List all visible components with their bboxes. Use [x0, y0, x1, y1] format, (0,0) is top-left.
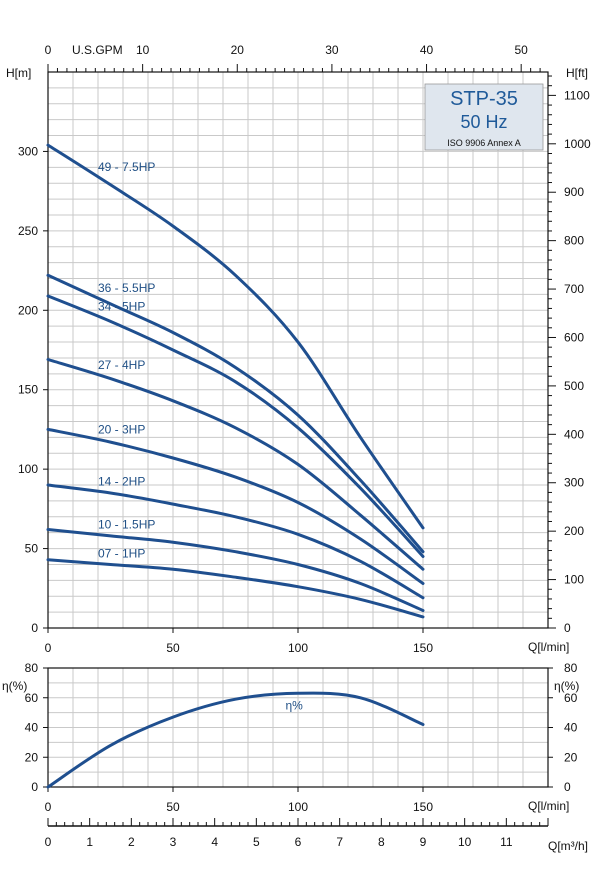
test-standard: ISO 9906 Annex A: [447, 138, 521, 148]
eff-y-tick-label: 20: [25, 750, 39, 764]
curve-label-27: 27 - 4HP: [98, 358, 145, 372]
curve-label-14: 14 - 2HP: [98, 474, 145, 488]
eff-x-tick-label: 150: [413, 800, 433, 814]
m3h-tick-label: 6: [295, 835, 302, 849]
curve-label-49: 49 - 7.5HP: [98, 160, 155, 174]
y-tick-label-ft: 0: [564, 621, 571, 635]
x-axis-title-lmin: Q[l/min]: [528, 640, 569, 654]
eff-y-tick-label: 80: [25, 661, 39, 675]
y-tick-label-m: 100: [18, 462, 38, 476]
eff-y-tick-label-right: 40: [564, 721, 578, 735]
head-curve-49: [46, 143, 425, 530]
eff-y-tick-label-right: 60: [564, 691, 578, 705]
curve-label-34: 34 - 5HP: [98, 299, 145, 313]
x-tick-label-gpm: 0: [45, 43, 52, 57]
m3h-tick-label: 2: [128, 835, 135, 849]
model-info-box: STP-35 50 Hz ISO 9906 Annex A: [424, 83, 544, 151]
head-curve-07: [46, 558, 425, 619]
x-tick-label-gpm: 10: [136, 43, 150, 57]
model-frequency: 50 Hz: [460, 112, 507, 132]
eff-y-tick-label-right: 0: [564, 780, 571, 794]
m3h-tick-label: 10: [458, 835, 472, 849]
y-axis-title-ft: H[ft]: [566, 66, 588, 80]
eff-y-axis-title-right: η(%): [554, 679, 579, 693]
y-tick-label-m: 50: [25, 542, 39, 556]
y-tick-label-m: 300: [18, 144, 38, 158]
x-tick-label-lmin: 100: [288, 641, 308, 655]
m3h-tick-label: 5: [253, 835, 260, 849]
efficiency-curves: [46, 691, 425, 789]
y-tick-label-ft: 200: [564, 524, 584, 538]
x-tick-label-gpm: 20: [231, 43, 245, 57]
m3h-axis-title: Q[m³/h]: [548, 839, 588, 853]
y-tick-label-ft: 1000: [564, 137, 591, 151]
efficiency-curve-label: η%: [286, 699, 304, 713]
efficiency-curve: [46, 691, 425, 789]
curve-label-20: 20 - 3HP: [98, 423, 145, 437]
y-tick-label-ft: 600: [564, 330, 584, 344]
m3h-tick-label: 9: [420, 835, 427, 849]
curve-label-36: 36 - 5.5HP: [98, 281, 155, 295]
curve-label-07: 07 - 1HP: [98, 547, 145, 561]
m3h-tick-label: 4: [211, 835, 218, 849]
x-tick-label-lmin: 50: [166, 641, 180, 655]
x-tick-label-gpm: 30: [325, 43, 339, 57]
x-tick-label-gpm: 40: [420, 43, 434, 57]
eff-y-tick-label: 40: [25, 721, 39, 735]
y-tick-label-ft: 900: [564, 185, 584, 199]
model-title: STP-35: [450, 88, 518, 110]
eff-y-axis-title-left: η(%): [2, 679, 27, 693]
y-tick-label-ft: 400: [564, 427, 584, 441]
head-curve-27: [46, 358, 425, 571]
x-tick-label-lmin: 150: [413, 641, 433, 655]
m3h-tick-label: 7: [336, 835, 343, 849]
eff-x-tick-label: 100: [288, 800, 308, 814]
eff-y-tick-label-right: 80: [564, 661, 578, 675]
chart-labels: 49 - 7.5HP 36 - 5.5HP 34 - 5HP 27 - 4HP 20 -…: [98, 160, 303, 713]
eff-y-tick-label: 60: [25, 691, 39, 705]
curve-label-10: 10 - 1.5HP: [98, 518, 155, 532]
head-curve-20: [46, 427, 425, 585]
y-tick-label-ft: 1100: [564, 88, 590, 102]
x-tick-label-gpm: 50: [514, 43, 528, 57]
y-tick-label-ft: 300: [564, 476, 584, 490]
eff-y-tick-label-right: 20: [564, 750, 578, 764]
eff-y-tick-label: 0: [31, 780, 38, 794]
y-tick-label-m: 200: [18, 303, 38, 317]
y-tick-label-m: 0: [31, 621, 38, 635]
y-tick-label-m: 150: [18, 383, 38, 397]
head-curve-14: [46, 483, 425, 600]
m3h-tick-label: 3: [170, 835, 177, 849]
y-tick-label-ft: 700: [564, 282, 584, 296]
eff-x-axis-title: Q[l/min]: [528, 799, 569, 813]
m3h-tick-label: 0: [45, 835, 52, 849]
head-curve-36: [46, 273, 425, 554]
y-tick-label-m: 250: [18, 224, 38, 238]
head-curves: [46, 143, 425, 619]
eff-x-tick-label: 50: [166, 800, 180, 814]
head-curve-34: [46, 294, 425, 558]
eff-x-tick-label: 0: [45, 800, 52, 814]
head-curve-10: [46, 528, 425, 612]
y-tick-label-ft: 100: [564, 573, 584, 587]
m3h-tick-label: 8: [378, 835, 385, 849]
m3h-tick-label: 11: [500, 835, 513, 849]
y-tick-label-ft: 800: [564, 234, 584, 248]
y-axis-title-m: H[m]: [6, 66, 31, 80]
m3h-tick-label: 1: [86, 835, 93, 849]
y-tick-label-ft: 500: [564, 379, 584, 393]
x-axis-title-gpm: U.S.GPM: [72, 43, 123, 57]
x-tick-label-lmin: 0: [45, 641, 52, 655]
